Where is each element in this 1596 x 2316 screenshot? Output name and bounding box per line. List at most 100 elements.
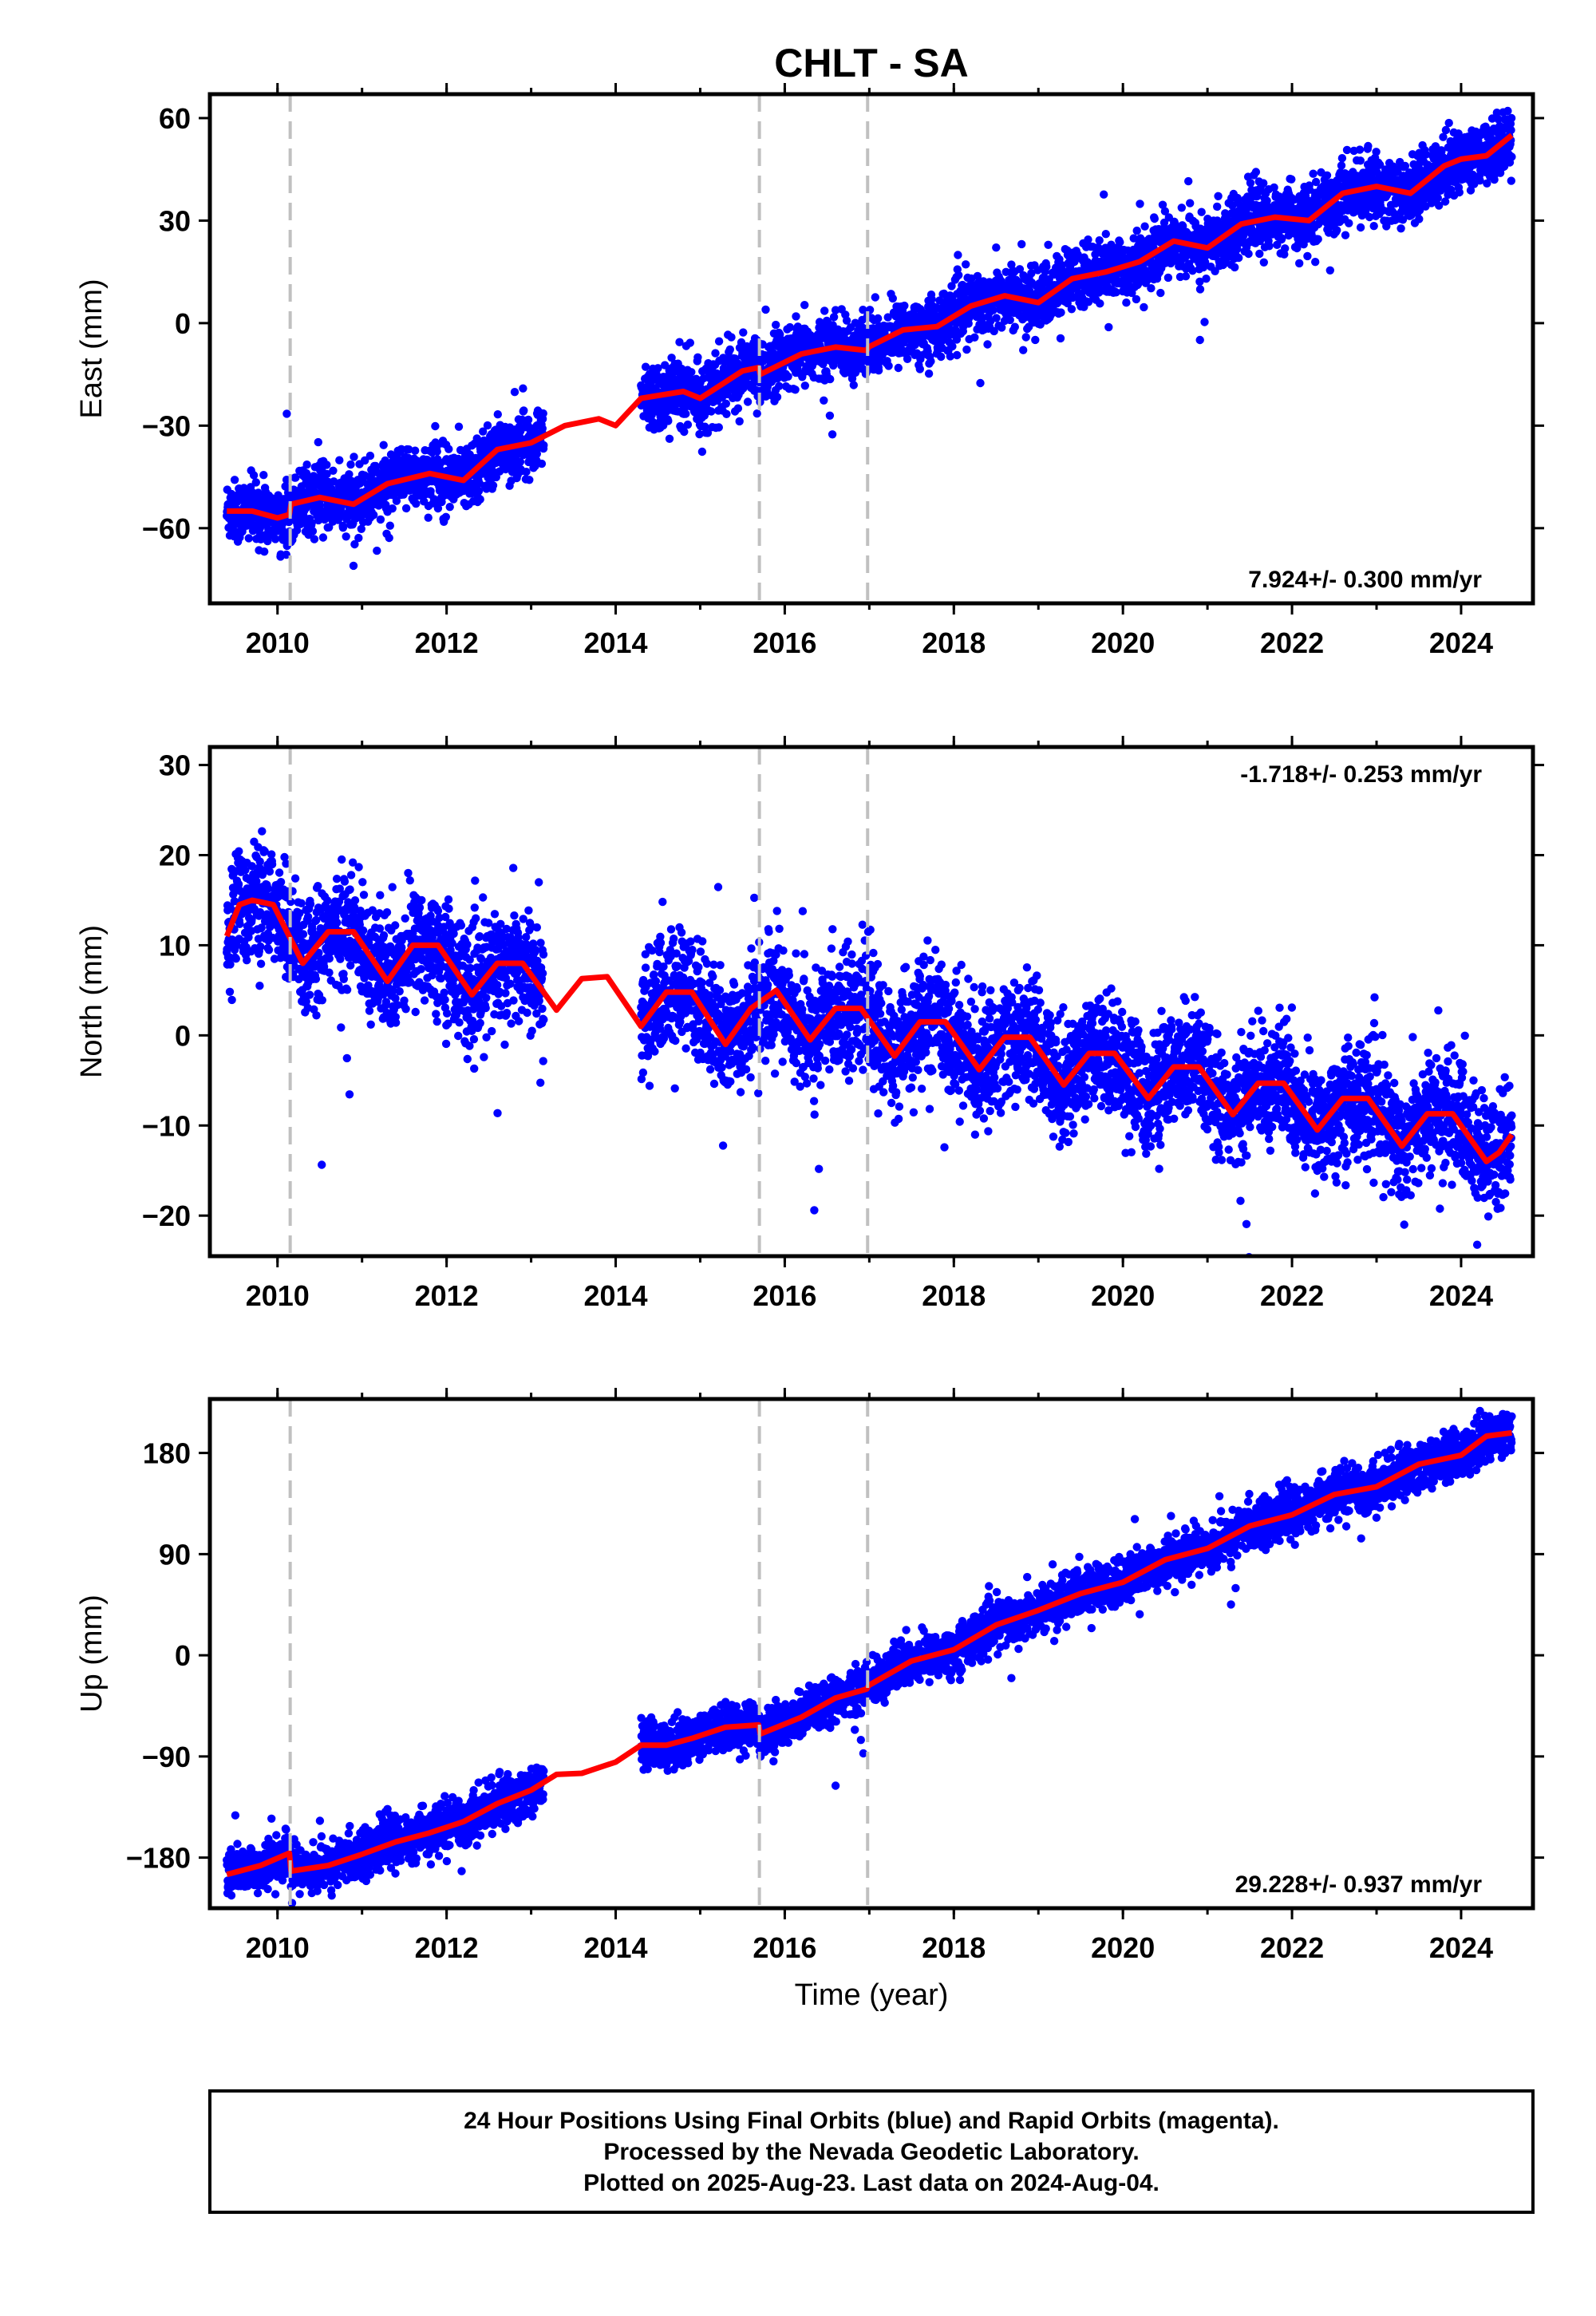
east-point xyxy=(249,471,259,480)
east-point xyxy=(1281,244,1290,253)
east-point xyxy=(1345,219,1353,227)
east-point xyxy=(1021,333,1030,342)
east-point xyxy=(990,326,998,336)
east-point xyxy=(954,251,962,259)
east-point xyxy=(1244,249,1253,259)
east-point xyxy=(1259,179,1268,188)
east-point xyxy=(1132,226,1141,235)
east-point xyxy=(1262,196,1271,205)
east-point xyxy=(874,314,883,323)
east-point xyxy=(735,417,744,426)
east-point xyxy=(772,393,782,401)
east-point xyxy=(791,385,800,394)
east-point xyxy=(371,461,380,471)
east-point xyxy=(1337,154,1347,163)
east-point xyxy=(444,445,453,453)
east-point xyxy=(1136,200,1144,208)
east-point xyxy=(962,260,970,269)
east-point xyxy=(685,338,694,347)
east-point xyxy=(1278,234,1286,243)
east-point xyxy=(721,399,730,408)
east-point xyxy=(1251,168,1261,176)
page-title: CHLT - SA xyxy=(774,41,968,85)
east-point xyxy=(523,415,533,425)
east-point xyxy=(992,314,1001,322)
east-point xyxy=(244,534,253,543)
east-point xyxy=(871,293,880,302)
east-point xyxy=(820,396,828,405)
east-point xyxy=(1270,183,1278,192)
east-point xyxy=(1365,212,1374,222)
east-point xyxy=(825,411,835,420)
east-point xyxy=(973,271,982,281)
east-point xyxy=(365,451,375,460)
east-point xyxy=(1044,240,1053,249)
east-point xyxy=(483,421,492,430)
east-point xyxy=(664,417,673,425)
east-point xyxy=(1057,308,1065,317)
east-point xyxy=(412,499,421,508)
east-point xyxy=(322,460,331,469)
east-point xyxy=(335,456,344,464)
east-point xyxy=(405,445,413,454)
east-point xyxy=(1140,222,1149,231)
east-point xyxy=(800,301,809,310)
east-point xyxy=(654,364,662,373)
east-point xyxy=(785,322,795,332)
east-point xyxy=(976,378,985,388)
east-point xyxy=(714,337,724,346)
east-point xyxy=(641,362,650,371)
east-point xyxy=(1211,267,1219,275)
east-point xyxy=(1188,267,1197,275)
east-point xyxy=(703,429,713,437)
east-point xyxy=(345,470,354,479)
east-point xyxy=(1455,188,1464,197)
east-point xyxy=(826,374,835,384)
east-point xyxy=(350,539,359,549)
east-point xyxy=(924,370,934,378)
east-point xyxy=(1084,235,1092,244)
east-point xyxy=(829,313,839,322)
east-point xyxy=(1181,272,1191,281)
east-point xyxy=(431,421,440,431)
east-point xyxy=(349,561,358,571)
east-point xyxy=(1112,288,1120,297)
east-point xyxy=(859,306,867,314)
east-point xyxy=(948,342,957,351)
east-point xyxy=(346,460,355,469)
east-point xyxy=(665,434,674,443)
east-point xyxy=(307,519,316,528)
east-point xyxy=(946,352,955,361)
east-point xyxy=(271,535,280,543)
east-point xyxy=(1415,215,1424,223)
east-point xyxy=(888,294,898,303)
east-point xyxy=(1356,156,1365,165)
east-point xyxy=(776,330,784,339)
east-point xyxy=(308,527,318,536)
east-point xyxy=(753,409,761,418)
east-point xyxy=(693,353,702,362)
east-point xyxy=(1235,253,1243,263)
east-point xyxy=(424,513,433,522)
east-point xyxy=(493,410,502,419)
east-point xyxy=(433,447,441,456)
east-point xyxy=(1017,239,1026,249)
east-point xyxy=(302,460,311,469)
east-point xyxy=(998,323,1006,332)
east-point xyxy=(1156,288,1165,298)
east-point xyxy=(1355,145,1365,154)
east-point xyxy=(519,384,527,393)
east-point xyxy=(1398,215,1408,224)
east-point xyxy=(772,320,780,330)
east-point xyxy=(329,466,338,475)
east-point xyxy=(1303,251,1312,261)
east-point xyxy=(1314,235,1322,243)
east-point xyxy=(900,301,909,310)
east-point xyxy=(695,429,704,439)
east-point xyxy=(441,512,450,521)
east-point xyxy=(874,366,883,375)
east-point xyxy=(281,482,290,491)
east-point xyxy=(733,404,743,413)
east-point xyxy=(1031,335,1040,345)
